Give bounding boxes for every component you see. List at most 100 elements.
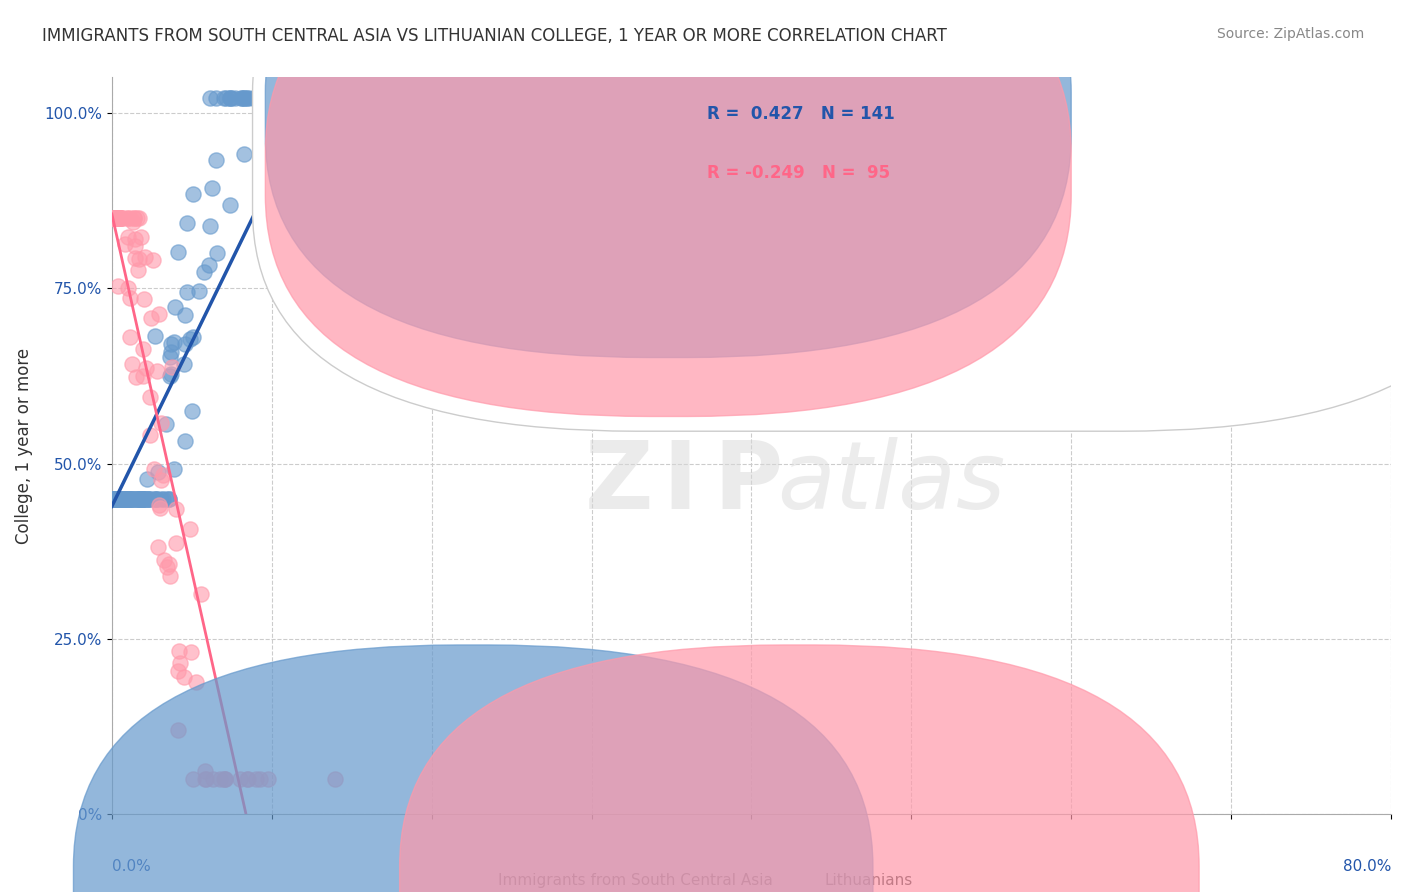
Point xyxy=(173,434,195,449)
Point xyxy=(148,465,170,479)
Point xyxy=(163,462,186,476)
Point xyxy=(167,723,190,737)
Point xyxy=(111,491,134,506)
Text: Immigrants from South Central Asia: Immigrants from South Central Asia xyxy=(498,873,773,888)
Point xyxy=(128,211,150,225)
Point xyxy=(121,491,143,506)
Point xyxy=(129,491,152,506)
Point xyxy=(108,211,131,225)
Point xyxy=(127,211,149,225)
Point xyxy=(179,332,201,346)
Point xyxy=(342,91,364,105)
Point xyxy=(180,645,202,659)
Point xyxy=(143,329,166,343)
Point xyxy=(380,91,402,105)
Point xyxy=(105,211,128,225)
Point xyxy=(115,491,138,506)
Point xyxy=(103,491,125,506)
Point xyxy=(132,491,155,506)
Point xyxy=(141,491,163,506)
Point xyxy=(127,263,149,277)
Point xyxy=(103,211,125,225)
Point xyxy=(108,491,131,506)
Point xyxy=(193,265,215,279)
Point xyxy=(215,91,238,105)
Point xyxy=(194,772,217,787)
Point xyxy=(148,307,170,321)
Point xyxy=(120,211,142,225)
Point xyxy=(128,252,150,266)
Point xyxy=(259,91,281,105)
Point xyxy=(105,211,128,225)
Point xyxy=(138,491,160,506)
Point xyxy=(105,491,128,506)
Point xyxy=(124,211,146,225)
Point xyxy=(125,491,148,506)
Point xyxy=(101,211,124,225)
Text: 0.0%: 0.0% xyxy=(112,859,150,873)
Point xyxy=(224,91,246,105)
Point xyxy=(117,491,139,506)
Point xyxy=(125,370,148,384)
Point xyxy=(107,491,129,506)
Point xyxy=(200,219,222,233)
Point xyxy=(124,491,146,506)
Point xyxy=(278,91,301,105)
Point xyxy=(143,461,166,475)
Point xyxy=(201,772,224,787)
Point xyxy=(232,91,254,105)
Point xyxy=(236,772,259,787)
Point xyxy=(117,491,139,506)
Point xyxy=(325,91,347,105)
Point xyxy=(245,772,267,787)
Point xyxy=(136,472,159,486)
Point xyxy=(117,281,139,295)
Point xyxy=(194,772,217,787)
Point xyxy=(260,91,283,105)
Point xyxy=(155,417,177,432)
Point xyxy=(165,502,187,516)
Point xyxy=(190,586,212,600)
Point xyxy=(104,211,127,225)
Point xyxy=(205,153,228,168)
Point xyxy=(111,491,134,506)
Point xyxy=(120,329,142,343)
Point xyxy=(305,91,328,105)
Point xyxy=(281,91,304,105)
Point xyxy=(152,553,174,567)
Point xyxy=(131,491,153,506)
Point xyxy=(131,369,153,384)
Point xyxy=(145,491,167,506)
Point xyxy=(104,491,127,506)
Point xyxy=(187,285,209,299)
Point xyxy=(214,772,236,787)
Point xyxy=(131,491,153,506)
FancyBboxPatch shape xyxy=(399,645,1199,892)
Point xyxy=(120,291,142,305)
Point xyxy=(181,404,204,418)
Point xyxy=(159,336,181,351)
Point xyxy=(134,491,156,506)
Point xyxy=(243,91,266,105)
Point xyxy=(219,91,242,105)
Point xyxy=(104,491,127,506)
Point xyxy=(114,237,136,252)
FancyBboxPatch shape xyxy=(266,0,1071,358)
Text: IMMIGRANTS FROM SOUTH CENTRAL ASIA VS LITHUANIAN COLLEGE, 1 YEAR OR MORE CORRELA: IMMIGRANTS FROM SOUTH CENTRAL ASIA VS LI… xyxy=(42,27,948,45)
Point xyxy=(107,279,129,293)
Point xyxy=(128,491,150,506)
Point xyxy=(112,491,135,506)
Point xyxy=(232,146,254,161)
Point xyxy=(129,491,152,506)
Point xyxy=(148,499,170,513)
Point xyxy=(107,211,129,225)
Point xyxy=(103,211,125,225)
Point xyxy=(139,428,162,442)
Point xyxy=(146,364,169,378)
Point xyxy=(184,675,207,690)
Point xyxy=(232,91,254,105)
Point xyxy=(166,245,188,260)
Point xyxy=(198,91,221,105)
Point xyxy=(118,491,141,506)
Point xyxy=(110,211,132,225)
